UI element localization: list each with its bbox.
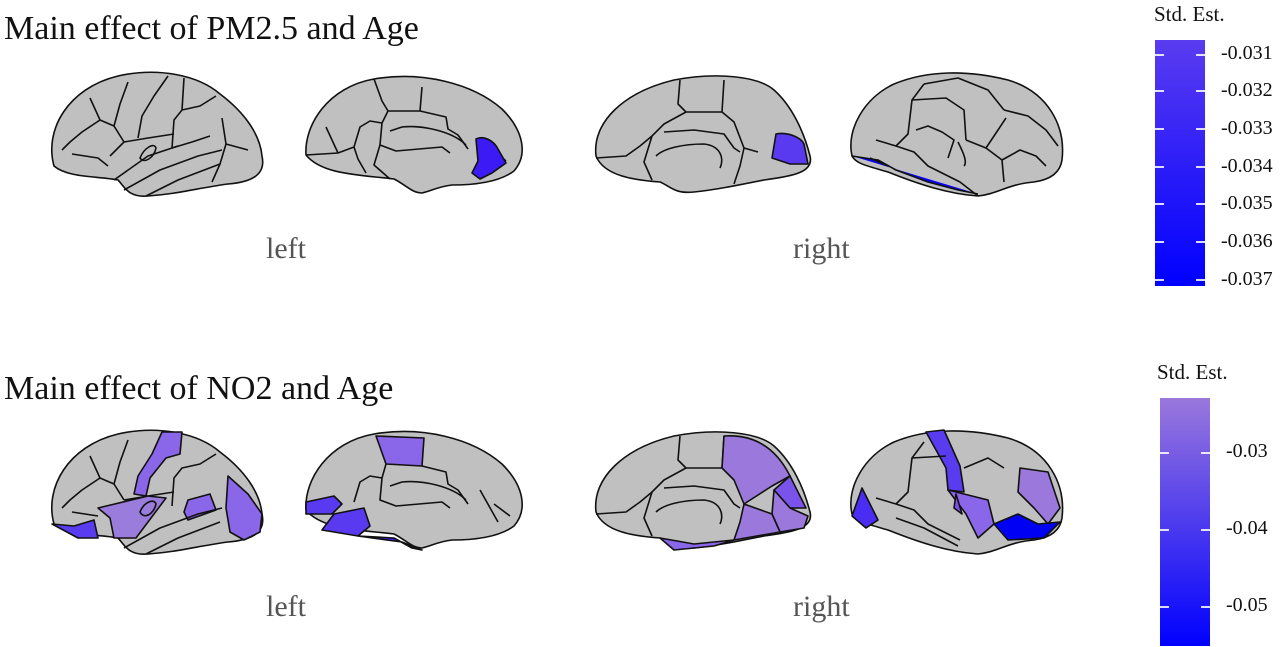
- brain-right-lateral-pm25: [850, 72, 1064, 197]
- colorbar-tick: -0.033: [1221, 117, 1273, 139]
- colorbar-tick: -0.04: [1226, 517, 1268, 539]
- colorbar-tick: -0.05: [1226, 594, 1268, 616]
- hemisphere-label-left-no2: left: [266, 590, 306, 623]
- colorbar-tick: -0.032: [1221, 79, 1273, 101]
- colorbar-tick: -0.034: [1221, 155, 1273, 177]
- brain-right-medial-no2: [594, 431, 812, 551]
- hemisphere-label-left-pm25: left: [266, 232, 306, 265]
- colorbar-pm25: [1155, 40, 1205, 286]
- colorbar-tick: -0.031: [1221, 42, 1273, 64]
- brain-right-lateral-no2: [850, 429, 1064, 555]
- colorbar-title-pm25: Std. Est.: [1154, 2, 1225, 26]
- hemisphere-label-right-pm25: right: [793, 232, 850, 265]
- panel-title-no2: Main effect of NO2 and Age: [4, 370, 394, 407]
- colorbar-tick: -0.036: [1221, 230, 1273, 252]
- brain-left-medial-pm25: [305, 75, 523, 194]
- hemisphere-label-right-no2: right: [793, 590, 850, 623]
- colorbar-title-no2: Std. Est.: [1157, 360, 1228, 384]
- colorbar-tick: -0.03: [1226, 440, 1268, 462]
- colorbar-no2: [1160, 398, 1210, 646]
- brain-left-medial-no2: [305, 430, 523, 551]
- brain-right-medial-pm25: [594, 75, 812, 194]
- brain-left-lateral-no2: [50, 429, 264, 555]
- colorbar-tick: -0.037: [1221, 268, 1273, 290]
- panel-title-pm25: Main effect of PM2.5 and Age: [4, 10, 419, 47]
- brain-left-lateral-pm25: [50, 71, 264, 197]
- colorbar-tick: -0.035: [1221, 192, 1273, 214]
